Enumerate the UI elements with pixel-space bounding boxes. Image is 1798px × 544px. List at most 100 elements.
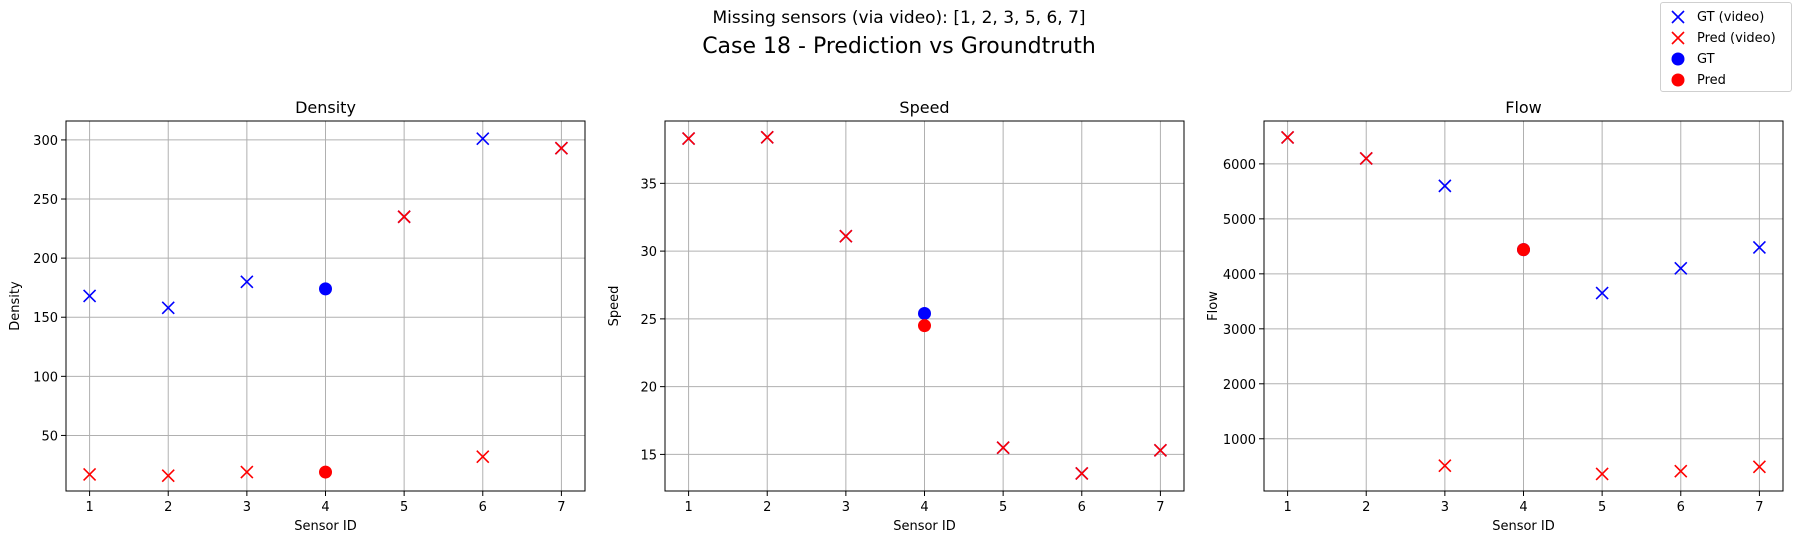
point-gt-video [1595, 286, 1609, 300]
point-gt-video [476, 132, 490, 146]
point-pred-video-stroke-b [1075, 466, 1089, 480]
x-axis-label: Sensor ID [893, 519, 956, 534]
x-tick-label: 1 [85, 500, 93, 515]
point-pred-video-stroke-b [1438, 459, 1452, 473]
y-axis-label: Speed [607, 286, 622, 327]
legend-x-stroke-b [1671, 10, 1685, 24]
legend-entry-gt: GT [1667, 49, 1715, 69]
point-pred-video [1674, 464, 1688, 478]
point-gt-video [83, 289, 97, 303]
point-pred-video [1075, 466, 1089, 480]
legend-label: Pred (video) [1697, 30, 1776, 46]
figure-subtitle: Missing sensors (via video): [1, 2, 3, 5… [712, 8, 1086, 28]
legend-dot [1671, 73, 1685, 87]
point-pred-video-stroke-b [1281, 130, 1295, 145]
point-pred-video-stroke-b [397, 210, 411, 224]
y-tick-label: 20 [640, 381, 657, 396]
axes-frame [1263, 120, 1784, 492]
x-tick-label: 6 [1677, 500, 1685, 515]
point-pred-video [161, 469, 175, 483]
x-tick-label: 7 [557, 500, 565, 515]
point-pred-video-stroke-b [760, 130, 774, 144]
point-pred-video [1153, 443, 1167, 457]
point-pred-video-stroke-b [83, 467, 97, 482]
point-pred-video [1752, 460, 1766, 474]
point-gt-video-stroke-b [1752, 240, 1766, 255]
point-pred [918, 319, 931, 333]
axes-title: Flow [1505, 98, 1542, 117]
legend-x-stroke-b [1671, 31, 1685, 45]
y-tick-label: 300 [33, 134, 58, 149]
legend-label: Pred [1697, 72, 1726, 88]
y-tick-label: 5000 [1223, 213, 1256, 228]
legend-entry-pred: Pred [1667, 70, 1726, 90]
legend-marker-svg [1671, 31, 1685, 45]
figure-title: Case 18 - Prediction vs Groundtruth [702, 34, 1096, 59]
x-tick-label: 2 [164, 500, 172, 515]
x-axis-label: Sensor ID [1492, 519, 1555, 534]
y-tick-label: 6000 [1223, 158, 1256, 173]
legend-marker-x-red [1667, 28, 1689, 48]
y-tick-label: 25 [640, 313, 657, 328]
legend-label: GT (video) [1697, 9, 1765, 25]
point-pred [1517, 243, 1530, 257]
point-pred-video [397, 210, 411, 224]
y-tick-label: 4000 [1223, 268, 1256, 283]
y-tick-label: 50 [41, 429, 58, 444]
x-tick-label: 1 [1283, 500, 1291, 515]
x-tick-label: 3 [1441, 500, 1449, 515]
legend-entry-pred-video: Pred (video) [1667, 28, 1776, 48]
point-gt-video [1752, 240, 1766, 255]
point-pred-video [839, 229, 853, 243]
y-tick-label: 200 [33, 252, 58, 267]
x-axis-label: Sensor ID [294, 519, 357, 534]
x-tick-label: 4 [321, 500, 329, 515]
axes-frame [664, 120, 1185, 492]
point-pred-video [476, 450, 490, 464]
legend-marker-dot-blue [1667, 49, 1689, 69]
x-tick-label: 7 [1755, 500, 1763, 515]
x-tick-label: 5 [400, 500, 408, 515]
legend-entry-gt-video: GT (video) [1667, 7, 1764, 27]
legend-dot [1671, 52, 1685, 66]
point-pred-video-stroke-b [161, 469, 175, 483]
point-gt-video-stroke-b [83, 289, 97, 303]
point-pred-video [1595, 467, 1609, 481]
point-gt-video-stroke-b [476, 132, 490, 146]
point-pred-video-stroke-b [1359, 151, 1373, 165]
y-tick-label: 100 [33, 370, 58, 385]
x-tick-label: 1 [684, 500, 692, 515]
point-gt-video-stroke-b [1595, 286, 1609, 300]
point-pred-video-stroke-b [1595, 467, 1609, 481]
x-tick-label: 3 [243, 500, 251, 515]
chart-speed: 1 2 3 4 5 6 7 15 20 25 30 35 Speed Sensor ID Speed [607, 98, 1185, 534]
point-gt-video-stroke-b [1438, 179, 1452, 193]
point-pred-video [1438, 459, 1452, 473]
legend: GT (video) Pred (video) GT Pred [1660, 2, 1792, 92]
point-pred-video [1359, 151, 1373, 165]
x-tick-label: 5 [999, 500, 1007, 515]
x-tick-label: 4 [920, 500, 928, 515]
point-pred-video [760, 130, 774, 144]
chart-flow: 1 2 3 4 5 6 7 1000 2000 3000 4000 5000 6000 Flow Senso… [1206, 98, 1784, 534]
x-tick-label: 7 [1156, 500, 1164, 515]
point-pred-video-stroke-b [476, 450, 490, 464]
point-gt [918, 306, 931, 320]
point-gt-video-stroke-b [1674, 261, 1688, 275]
point-pred-video [240, 465, 254, 479]
x-tick-label: 6 [1078, 500, 1086, 515]
y-tick-label: 1000 [1223, 433, 1256, 448]
y-tick-label: 150 [33, 311, 58, 326]
point-pred-video [682, 132, 696, 146]
point-pred-video [1281, 130, 1295, 145]
y-axis-label: Density [8, 281, 23, 331]
point-pred-video-stroke-b [1153, 443, 1167, 457]
y-tick-label: 35 [640, 177, 657, 192]
point-gt-video [1438, 179, 1452, 193]
y-tick-label: 3000 [1223, 323, 1256, 338]
point-pred [319, 465, 332, 479]
point-gt-video [161, 301, 175, 315]
point-gt-video-stroke-b [161, 301, 175, 315]
axes-frame [65, 120, 586, 492]
